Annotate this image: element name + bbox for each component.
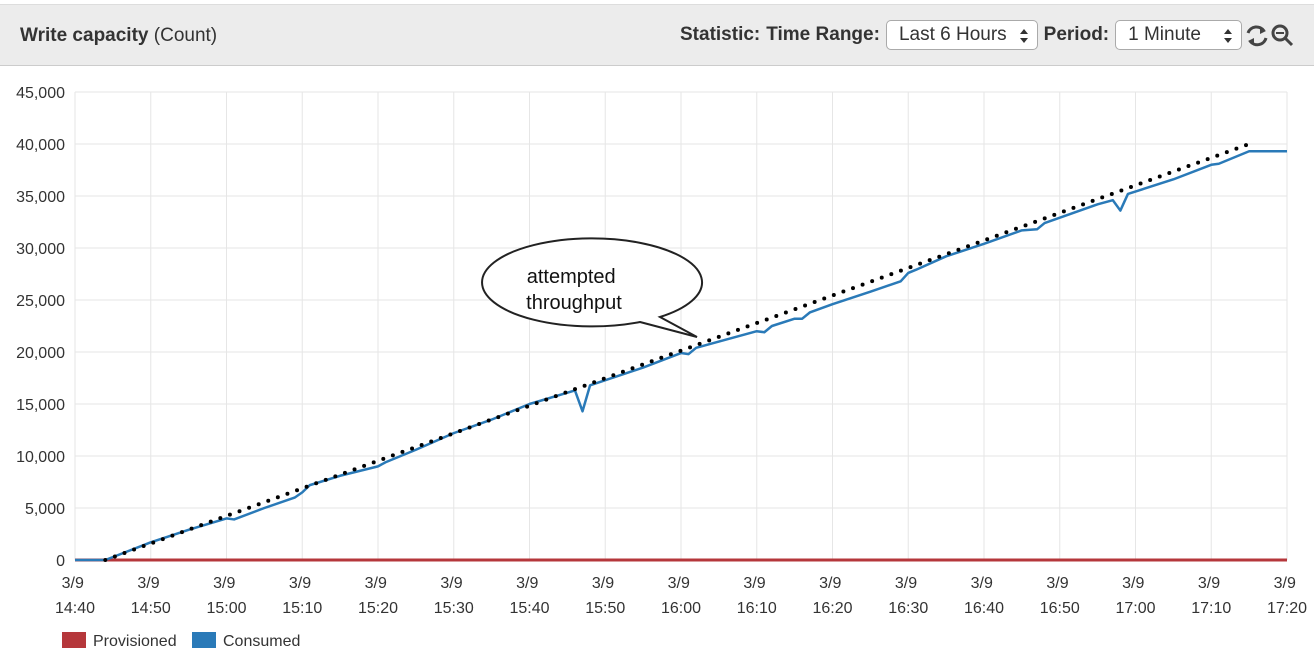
time-range-select[interactable]: Last 6 Hours — [885, 20, 1038, 50]
x-tick-label: 3/9 15:50 — [585, 575, 625, 617]
x-tick-label: 3/9 15:00 — [206, 575, 246, 617]
unit: (Count) — [153, 25, 218, 46]
y-tick-label: 40,000 — [16, 137, 65, 154]
y-tick-label: 45,000 — [16, 85, 65, 102]
title: Write capacity — [20, 25, 149, 46]
callout-bubble — [481, 237, 703, 338]
icons — [1246, 24, 1294, 47]
y-tick-label: 5,000 — [25, 501, 65, 518]
x-tick-label: 3/9 16:50 — [1040, 575, 1080, 617]
legend-label: Consumed — [223, 633, 300, 650]
legend-label: Provisioned — [93, 633, 177, 650]
select-arrows — [1224, 29, 1232, 43]
y-tick-label: 15,000 — [16, 397, 65, 414]
callout-text: attempted throughput — [526, 266, 622, 314]
x-tick-label: 3/9 14:50 — [131, 575, 171, 617]
grid — [74, 91, 1288, 561]
period-select[interactable]: 1 Minute — [1115, 20, 1242, 50]
x-tick-label: 3/9 15:40 — [509, 575, 549, 617]
x-tick-label: 3/9 15:30 — [434, 575, 474, 617]
y-tick-label: 25,000 — [16, 293, 65, 310]
y-tick-label: 20,000 — [16, 345, 65, 362]
x-tick-label: 3/9 16:40 — [964, 575, 1004, 617]
legend-swatch — [192, 632, 216, 648]
y-tick-label: 0 — [56, 553, 65, 570]
chart-title: Write capacity (Count) — [20, 25, 217, 47]
y-tick-label: 35,000 — [16, 189, 65, 206]
attempted-line — [103, 142, 1252, 562]
x-tick-label: 3/9 17:20 — [1267, 575, 1307, 617]
header-bar: Write capacity (Count) Statistic: Time R… — [0, 4, 1314, 66]
controls: Statistic: Time Range: Last 6 Hours Peri… — [680, 20, 1242, 50]
x-tick-label: 3/9 15:20 — [358, 575, 398, 617]
x-tick-label: 3/9 16:30 — [888, 575, 928, 617]
x-tick-label: 3/9 17:00 — [1115, 575, 1155, 617]
refresh-icon[interactable] — [1246, 25, 1268, 47]
y-tick-label: 30,000 — [16, 241, 65, 258]
x-tick-label: 3/9 15:10 — [282, 575, 322, 617]
series-line — [75, 150, 1287, 562]
y-tick-label: 10,000 — [16, 449, 65, 466]
period-label: Period: — [1043, 24, 1110, 45]
x-tick-label: 3/9 17:10 — [1191, 575, 1231, 617]
select-value: 1 Minute — [1128, 24, 1201, 45]
x-tick-label: 3/9 14:40 — [55, 575, 95, 617]
select-arrows — [1019, 29, 1028, 43]
x-tick-label: 3/9 16:10 — [737, 575, 777, 617]
legend-swatch — [62, 632, 86, 648]
x-tick-label: 3/9 16:00 — [661, 575, 701, 617]
x-tick-label: 3/9 16:20 — [812, 575, 852, 617]
statistic-label[interactable]: Statistic: — [680, 24, 761, 45]
zoom-icon[interactable] — [1271, 24, 1294, 47]
select-value: Last 6 Hours — [898, 24, 1007, 45]
callout: attempted throughput — [481, 237, 703, 338]
time-range-label: Time Range: — [766, 24, 880, 45]
